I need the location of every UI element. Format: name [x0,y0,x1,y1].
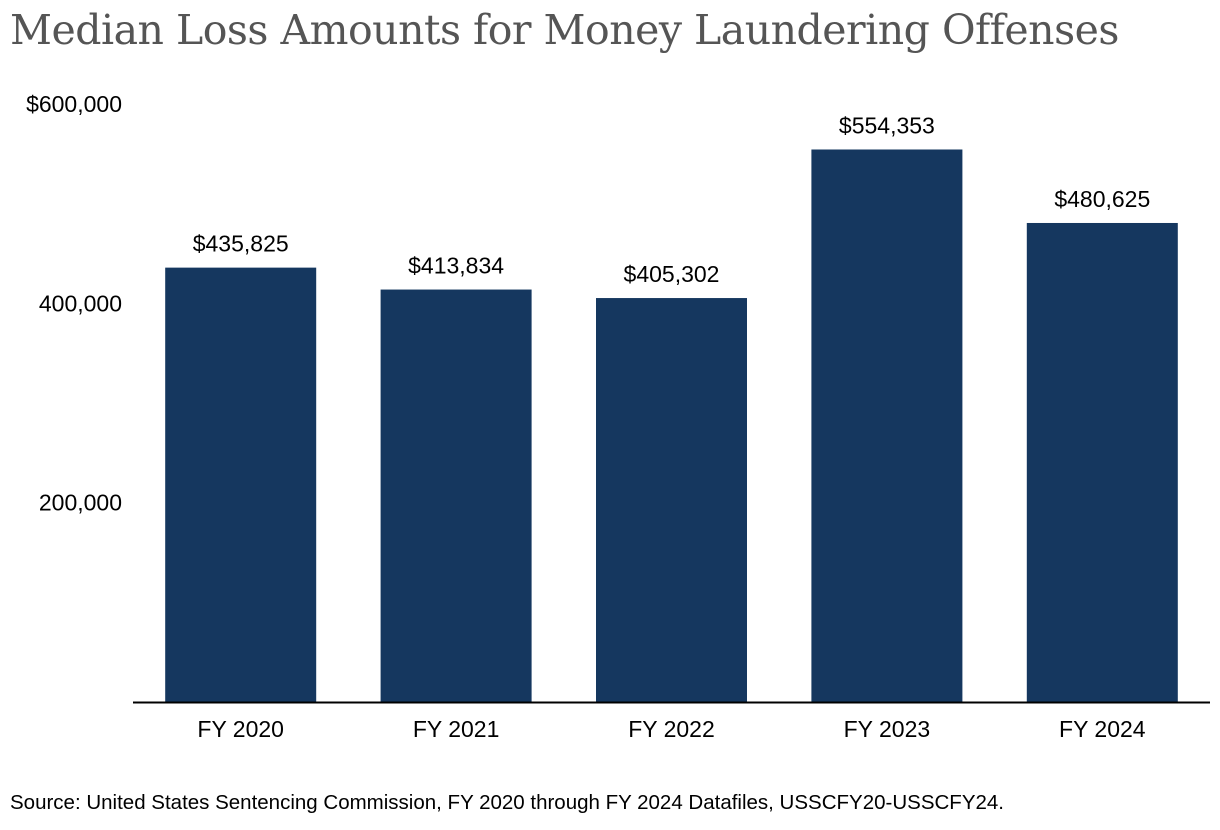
bar [380,289,532,702]
x-tick-label: FY 2023 [844,716,931,742]
bar [1026,222,1178,702]
data-label: $405,302 [624,261,720,287]
chart-title: Median Loss Amounts for Money Laundering… [10,6,1119,54]
y-tick-label: $600,000 [26,91,122,117]
data-label: $554,353 [839,112,935,138]
source-note: Source: United States Sentencing Commiss… [10,791,1004,814]
x-tick-label: FY 2020 [197,716,284,742]
bar [596,298,747,702]
x-tick-label: FY 2021 [413,716,500,742]
data-label: $435,825 [193,231,289,257]
bar-chart: 200,000 400,000 $600,000 $435,825 FY 2020 $41… [26,91,1210,742]
x-tick-label: FY 2022 [628,716,715,742]
bar [165,267,317,702]
x-tick-label: FY 2024 [1059,716,1146,742]
data-label: $480,625 [1054,186,1150,212]
y-tick-label: 200,000 [39,490,122,516]
bar [811,149,963,702]
data-label: $413,834 [408,253,504,279]
y-tick-label: 400,000 [39,290,122,316]
